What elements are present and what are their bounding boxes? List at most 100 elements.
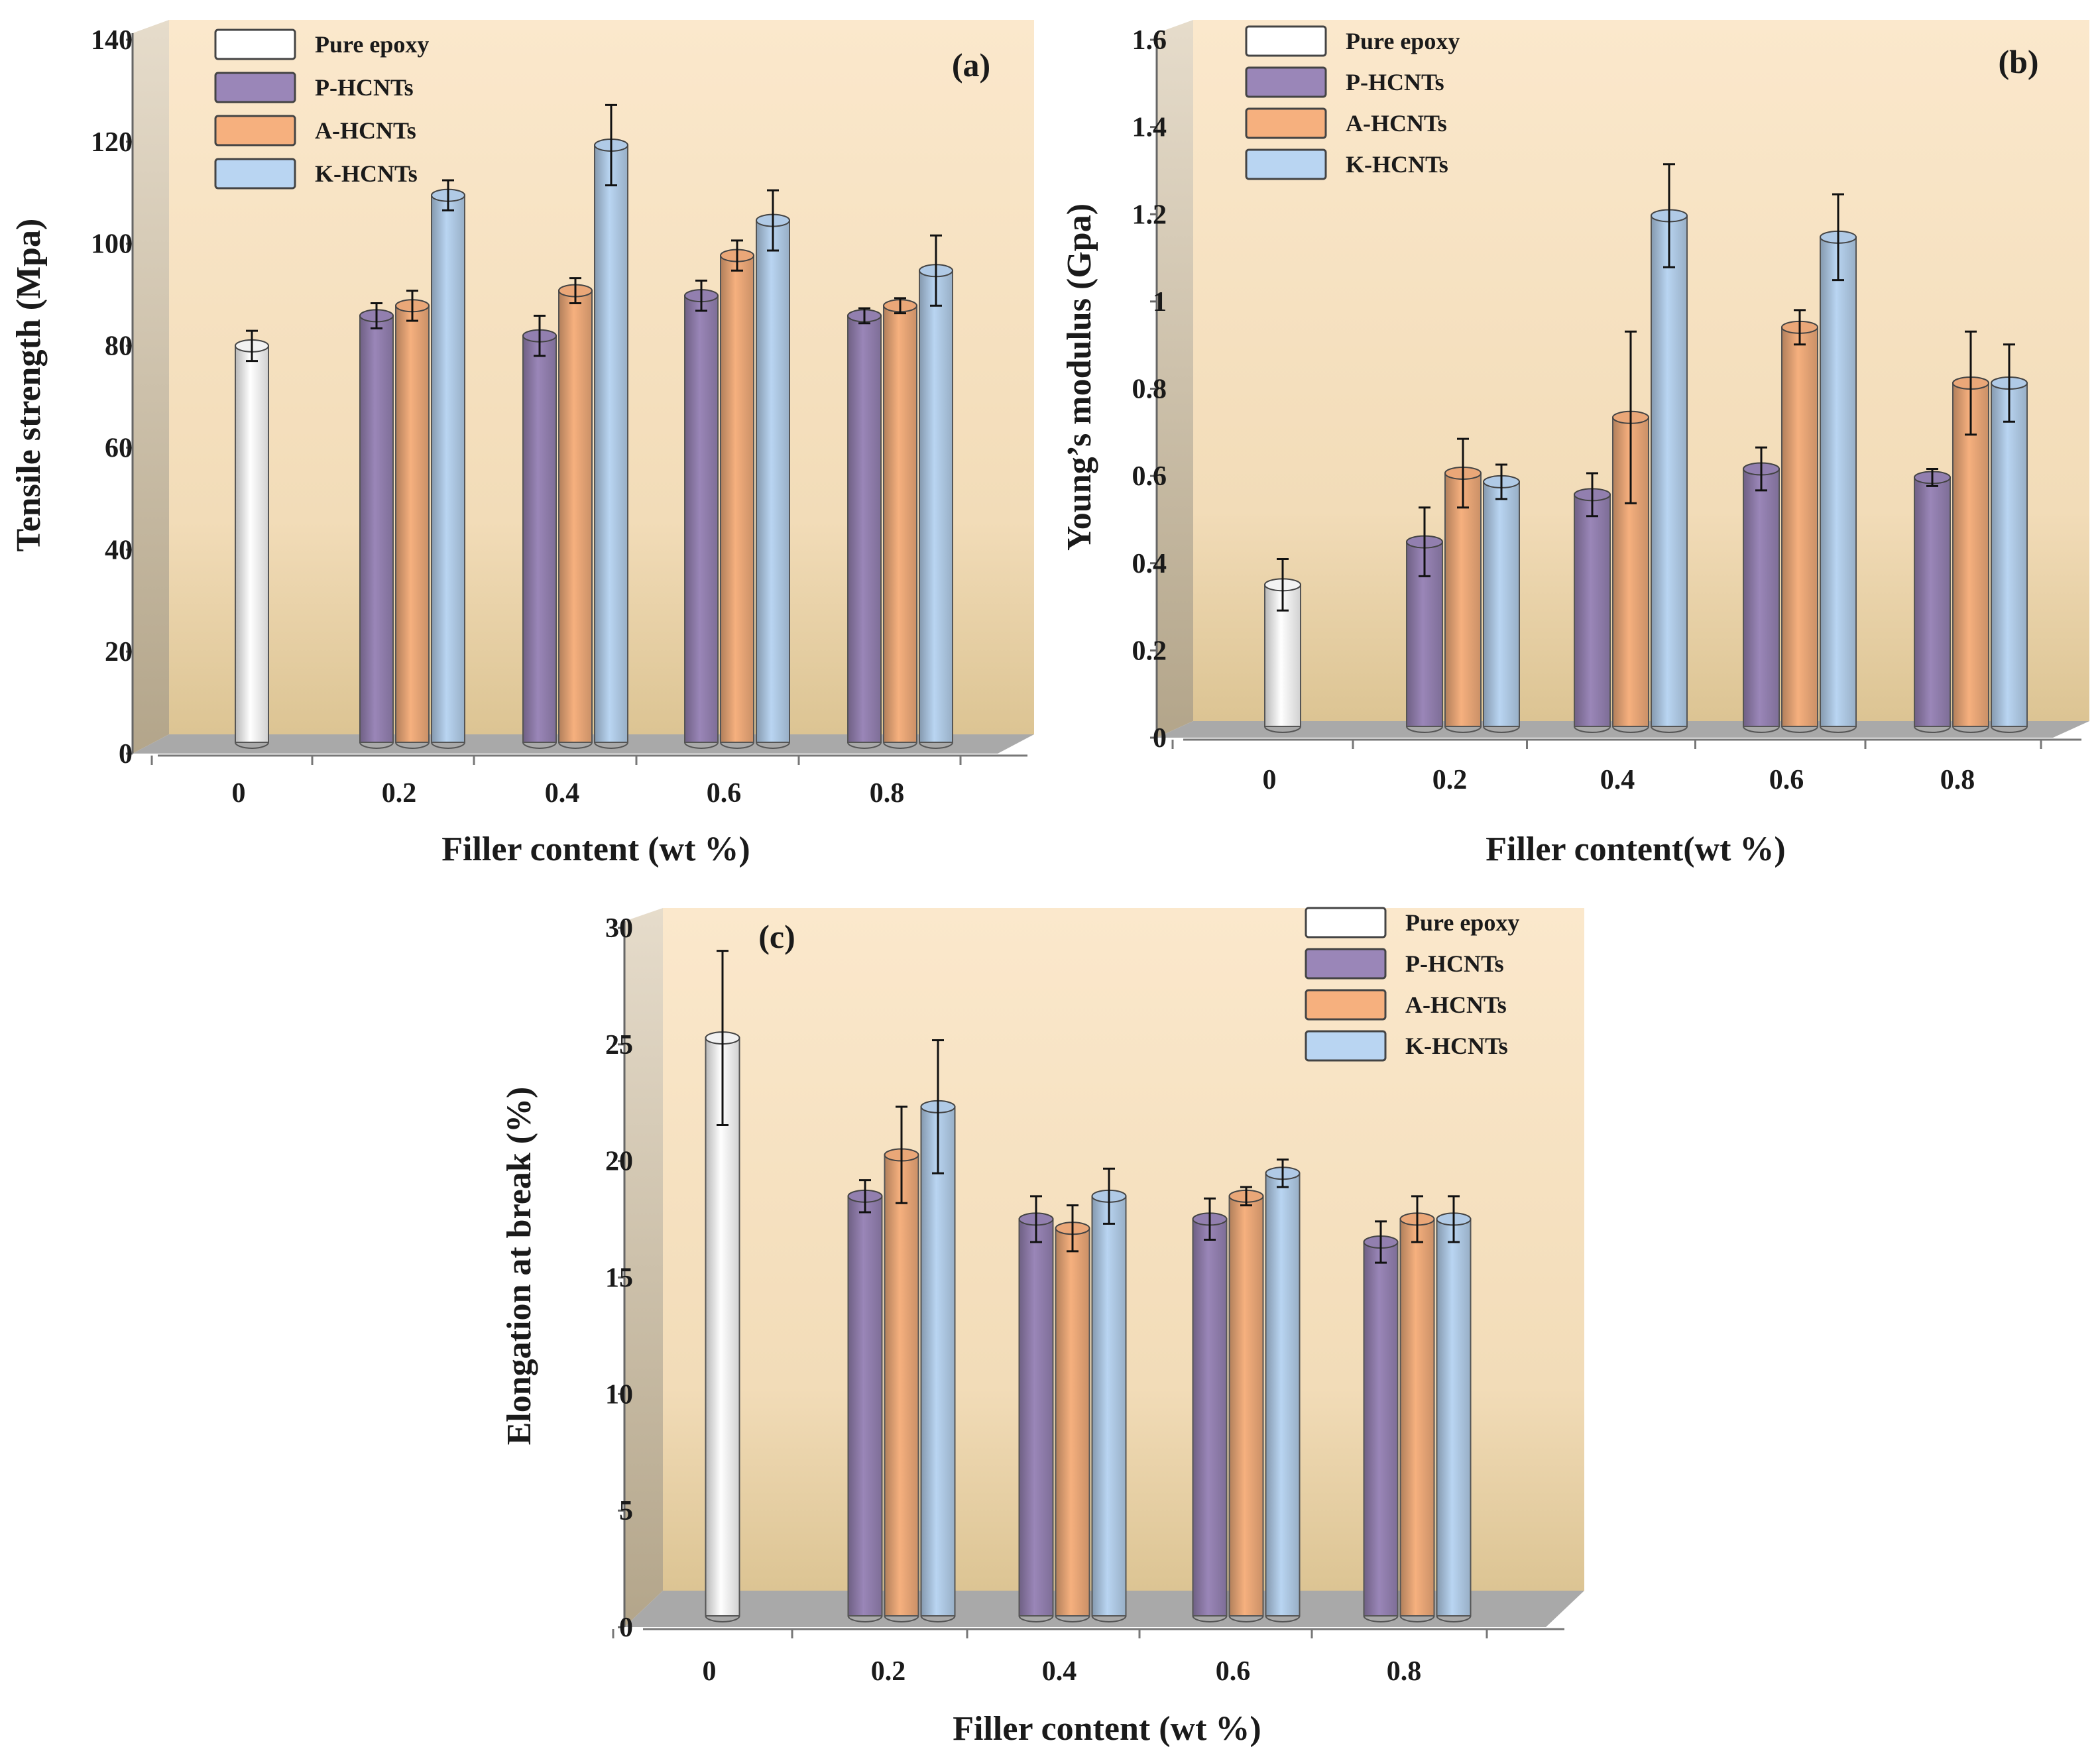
bar-body: [431, 194, 465, 743]
legend-label: K-HCNTs: [1405, 1033, 1508, 1059]
x-tick-label: 0.2: [382, 778, 417, 809]
y-tick-label: 1.4: [1132, 113, 1167, 143]
bar-p-hcnts-0.8: [1363, 1220, 1399, 1622]
error-bar: [406, 290, 418, 322]
y-tick-label: 60: [105, 433, 133, 463]
y-tick-label: 0.4: [1132, 549, 1167, 579]
error-bar: [1926, 468, 1938, 487]
bar-body: [594, 144, 628, 743]
bar-bottom: [1436, 1615, 1472, 1622]
legend-swatch: [214, 115, 296, 146]
bar-a-hcnts-0.4: [1612, 330, 1649, 733]
legend-label: K-HCNTs: [1346, 151, 1448, 178]
bar-bottom: [1444, 726, 1482, 733]
bar-body: [359, 315, 394, 743]
side-wall: [624, 908, 663, 1627]
bar-body: [558, 290, 593, 744]
bar-k-hcnts-0.2: [431, 179, 465, 749]
panel-label: (c): [758, 918, 795, 955]
bar-a-hcnts-0.2: [1444, 437, 1482, 733]
error-bar: [2003, 343, 2015, 423]
bar-k-hcnts-0.6: [756, 189, 790, 749]
legend-swatch: [1245, 25, 1327, 57]
y-tick-label: 140: [91, 25, 133, 56]
bar-bottom: [1574, 726, 1611, 733]
y-tick-label: 0: [1153, 723, 1167, 754]
bar-k-hcnts-0.6: [1820, 193, 1857, 733]
bar-bottom: [431, 742, 465, 749]
error-bar: [1419, 506, 1430, 577]
error-bar: [1625, 330, 1637, 504]
legend-swatch: [1245, 148, 1327, 180]
error-bar: [1457, 437, 1469, 509]
bar-a-hcnts-0.6: [1228, 1186, 1264, 1622]
panel-label: (b): [1998, 43, 2038, 80]
bar-body: [684, 295, 719, 743]
bar-bottom: [1952, 726, 1989, 733]
bar-a-hcnts-0.4: [558, 277, 593, 749]
bar-bottom: [1265, 1615, 1301, 1622]
bar-bottom: [847, 1615, 883, 1622]
bar-bottom: [395, 742, 430, 749]
y-tick-label: 0.2: [1132, 636, 1167, 666]
bar-p-hcnts-0.8: [847, 307, 882, 749]
error-bar: [605, 103, 617, 187]
bar-a-hcnts-0.2: [884, 1106, 919, 1622]
legend-entry-p-hcnts: P-HCNTs: [214, 72, 414, 103]
bar-k-hcnts-0.4: [1091, 1167, 1127, 1622]
chart-c-elongation-at-break: 0 5 10 15 20 25 30 0 0.2 0.4 0.6 0.8 Filler content …: [500, 907, 1584, 1748]
bar-bottom: [359, 742, 394, 749]
error-bar: [1586, 472, 1598, 518]
y-tick-label: 20: [105, 637, 133, 667]
x-axis-title: Filler content(wt %): [1486, 830, 1785, 868]
legend-label: P-HCNTs: [1346, 69, 1444, 95]
bar-bottom: [756, 742, 790, 749]
y-tick-label: 1.2: [1132, 199, 1167, 230]
legend-entry-k-hcnts: K-HCNTs: [1245, 148, 1448, 180]
bar-body: [1091, 1195, 1127, 1617]
y-axis-title: Tensile strength (Mpa): [10, 219, 48, 552]
error-bar: [1067, 1204, 1079, 1253]
bar-k-hcnts-0.6: [1265, 1158, 1301, 1622]
y-tick-label: 0: [119, 739, 133, 769]
error-bar: [1277, 1158, 1289, 1188]
legend-label: K-HCNTs: [315, 160, 418, 187]
error-bar: [1965, 330, 1977, 436]
legend-label: P-HCNTs: [1405, 950, 1504, 977]
bar-p-hcnts-0.2: [847, 1179, 883, 1622]
bar-k-hcnts-0.2: [1483, 463, 1520, 733]
x-axis-title: Filler content (wt %): [441, 830, 750, 868]
bar-k-hcnts-0.4: [594, 103, 628, 749]
x-tick-label: 0.6: [1216, 1656, 1251, 1687]
bar-p-hcnts-0.4: [522, 314, 557, 749]
bar-body: [720, 255, 754, 744]
error-bar: [859, 1179, 871, 1214]
bar-bottom: [1363, 1615, 1399, 1622]
y-tick-label: 0.8: [1132, 374, 1167, 405]
bar-body: [1436, 1218, 1472, 1617]
y-tick-label: 80: [105, 331, 133, 362]
y-tick-label: 10: [605, 1379, 633, 1410]
bar-body: [235, 345, 269, 743]
y-tick-label: 1.6: [1132, 25, 1167, 56]
bar-k-hcnts-0.8: [1991, 343, 2028, 733]
legend-swatch: [214, 158, 296, 190]
error-bar: [1755, 446, 1767, 492]
error-bar: [534, 314, 546, 357]
legend-swatch: [1305, 907, 1387, 938]
bar-body: [1399, 1218, 1435, 1617]
legend-label: A-HCNTs: [1346, 110, 1447, 137]
bar-body: [1228, 1195, 1264, 1617]
y-tick-label: 15: [605, 1263, 633, 1294]
error-bar: [442, 179, 454, 211]
bar-body: [1265, 1172, 1301, 1617]
error-bar: [695, 279, 707, 312]
legend-label: A-HCNTs: [1405, 992, 1507, 1018]
x-tick-label: 0: [1263, 765, 1277, 795]
error-bar: [1832, 193, 1844, 282]
x-tick-label: 0.4: [1600, 765, 1635, 795]
legend-label: Pure epoxy: [315, 31, 429, 58]
bar-bottom: [1914, 726, 1951, 733]
bar-body: [756, 219, 790, 744]
error-bar: [371, 302, 382, 329]
